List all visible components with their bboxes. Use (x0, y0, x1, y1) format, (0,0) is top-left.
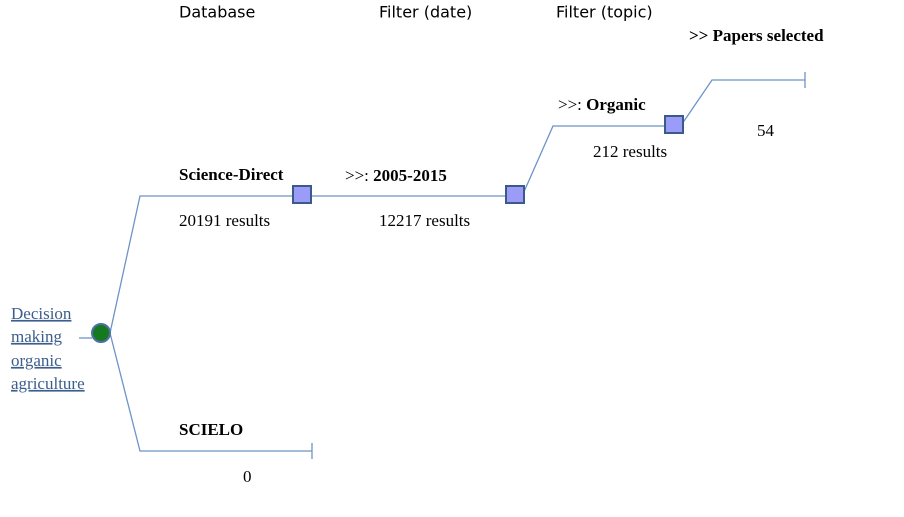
header: Filter (topic) (556, 3, 653, 22)
node-result: 54 (757, 121, 775, 140)
node (292, 185, 312, 204)
prefix: >>: (558, 95, 582, 114)
header: Filter (date) (379, 3, 472, 22)
root-text[interactable]: Decision (11, 304, 72, 323)
node-result: 12217 results (379, 211, 470, 230)
node-label: >>: 2005-2015 (345, 166, 447, 185)
node (505, 185, 525, 204)
label: 2005-2015 (373, 166, 447, 185)
root-node (91, 323, 111, 343)
root-text[interactable]: organic (11, 351, 62, 370)
header: Database (179, 3, 255, 22)
node (664, 115, 684, 134)
node-label: Science-Direct (179, 165, 284, 184)
root-text[interactable]: making (11, 327, 62, 346)
prefix: >>: (345, 166, 369, 185)
node-label: SCIELO (179, 420, 243, 439)
node-result: 0 (243, 467, 252, 486)
node-label: >>: Organic (558, 95, 646, 114)
header: >> Papers selected (689, 26, 824, 45)
label: Organic (586, 95, 646, 114)
root-label[interactable]: Decision making organic agriculture (11, 304, 85, 393)
root-text[interactable]: agriculture (11, 374, 85, 393)
node-result: 20191 results (179, 211, 270, 230)
node-result: 212 results (593, 142, 667, 161)
connectors (79, 72, 806, 459)
